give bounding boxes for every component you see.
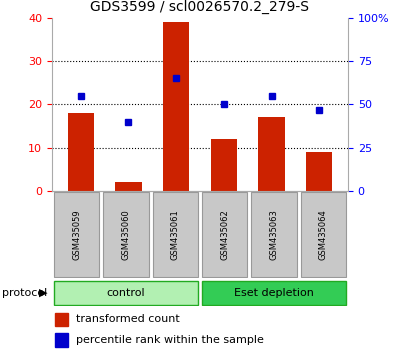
- Text: GSM435062: GSM435062: [220, 209, 229, 260]
- Text: GSM435059: GSM435059: [72, 209, 81, 260]
- FancyBboxPatch shape: [153, 192, 198, 277]
- Title: GDS3599 / scl0026570.2_279-S: GDS3599 / scl0026570.2_279-S: [90, 0, 310, 14]
- Text: percentile rank within the sample: percentile rank within the sample: [76, 335, 264, 345]
- Bar: [211, 139, 237, 191]
- Bar: [258, 118, 285, 191]
- Bar: [306, 152, 332, 191]
- Text: GSM435063: GSM435063: [270, 209, 278, 260]
- Text: control: control: [107, 288, 145, 298]
- Text: Eset depletion: Eset depletion: [234, 288, 314, 298]
- Text: transformed count: transformed count: [76, 314, 180, 325]
- Text: protocol: protocol: [2, 288, 47, 298]
- FancyBboxPatch shape: [202, 192, 247, 277]
- FancyBboxPatch shape: [103, 192, 149, 277]
- FancyBboxPatch shape: [251, 192, 297, 277]
- Bar: [163, 22, 189, 191]
- Text: GSM435064: GSM435064: [319, 209, 328, 260]
- Text: GSM435061: GSM435061: [171, 209, 180, 260]
- FancyBboxPatch shape: [202, 281, 346, 305]
- Bar: [68, 113, 94, 191]
- Text: GSM435060: GSM435060: [122, 209, 130, 260]
- Bar: [115, 183, 142, 191]
- FancyBboxPatch shape: [54, 281, 198, 305]
- Bar: [55, 333, 68, 347]
- FancyBboxPatch shape: [54, 192, 99, 277]
- Bar: [55, 313, 68, 326]
- FancyBboxPatch shape: [301, 192, 346, 277]
- Text: ▶: ▶: [39, 288, 48, 298]
